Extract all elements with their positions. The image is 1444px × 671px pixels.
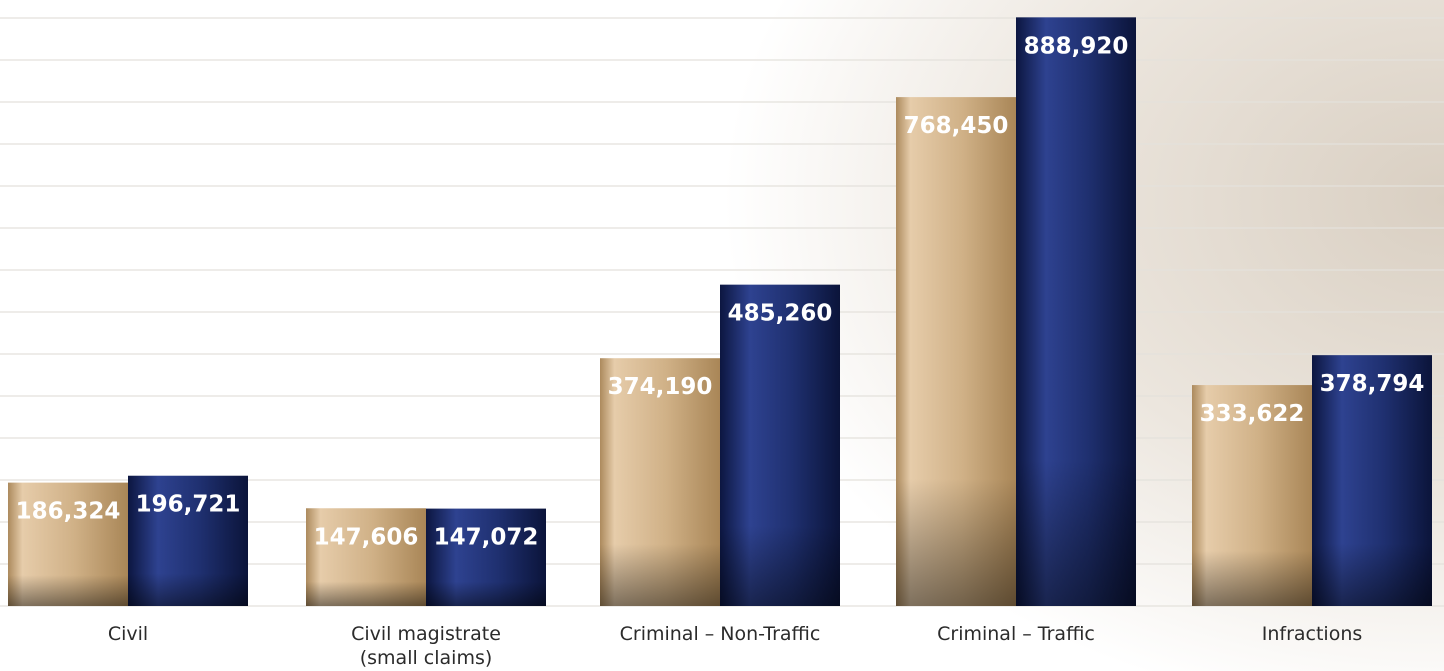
data-label: 196,721 (136, 492, 241, 518)
category-label: (small claims) (360, 647, 493, 669)
data-label: 768,450 (904, 113, 1009, 139)
bar-shade (306, 508, 426, 606)
data-label: 333,622 (1200, 401, 1305, 427)
bar-shade (426, 508, 546, 606)
bar-shade (1192, 385, 1312, 606)
data-label: 147,606 (314, 524, 419, 550)
bar-shade (128, 475, 248, 606)
bar-shade (720, 284, 840, 606)
data-label: 374,190 (608, 374, 713, 400)
bars (8, 17, 1432, 607)
data-label: 147,072 (434, 525, 539, 551)
category-label: Criminal – Non-Traffic (620, 623, 821, 645)
category-labels: Civil Civil magistrate(small claims) Crimi… (108, 623, 1362, 669)
data-label: 378,794 (1320, 371, 1425, 397)
bar-shade (8, 482, 128, 606)
category-label: Criminal – Traffic (937, 623, 1095, 645)
bar-shade (1312, 355, 1432, 606)
category-label: Civil (108, 623, 148, 645)
data-labels: 186,324 196,721 147,606 147,072 374,190 485,2… (16, 33, 1425, 550)
data-label: 485,260 (728, 301, 833, 327)
data-label: 888,920 (1024, 33, 1129, 59)
data-label: 186,324 (16, 499, 121, 525)
category-label: Infractions (1262, 623, 1363, 645)
bar-shade (600, 358, 720, 606)
bar-shade (896, 97, 1016, 607)
bar-shade (1016, 17, 1136, 607)
category-label: Civil magistrate (351, 623, 501, 645)
